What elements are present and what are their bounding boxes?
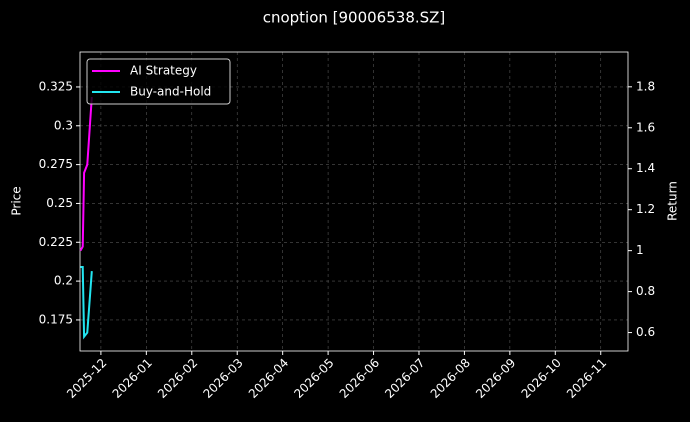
x-tick-label: 2026-06 <box>337 356 382 401</box>
y-tick-label: 0.275 <box>39 157 73 171</box>
x-tick-label: 2026-02 <box>155 356 200 401</box>
y-tick-label: 0.325 <box>39 79 73 93</box>
x-tick-label: 2025-12 <box>64 356 109 401</box>
y-tick-label: 0.175 <box>39 312 73 326</box>
y2-tick-label: 1.6 <box>636 120 655 134</box>
y2-tick-label: 1 <box>636 243 644 257</box>
series-line <box>80 266 93 340</box>
chart-title: cnoption [90006538.SZ] <box>263 9 446 27</box>
y2-tick-label: 1.8 <box>636 79 655 93</box>
legend: AI Strategy Buy-and-Hold <box>86 58 231 105</box>
y-tick-label: 0.225 <box>39 235 73 249</box>
x-tick-label: 2026-08 <box>428 356 473 401</box>
y2-tick-label: 0.8 <box>636 284 655 298</box>
x-tick-label: 2026-03 <box>200 356 245 401</box>
y2-tick-label: 0.6 <box>636 325 655 339</box>
y-tick-label: 0.3 <box>54 118 73 132</box>
x-tick-label: 2026-09 <box>473 356 518 401</box>
series-line <box>79 96 93 252</box>
x-tick-label: 2026-10 <box>519 356 564 401</box>
y2-axis-label: Return <box>666 181 680 221</box>
legend-box <box>86 58 231 105</box>
x-tick-label: 2026-11 <box>564 356 609 401</box>
x-tick-label: 2026-05 <box>291 356 336 401</box>
x-tick-label: 2026-04 <box>246 356 291 401</box>
legend-label: AI Strategy <box>130 64 197 78</box>
x-tick-label: 2026-01 <box>110 356 155 401</box>
x-tick-label: 2026-07 <box>382 356 427 401</box>
y2-tick-label: 1.4 <box>636 161 655 175</box>
y-axis-label: Price <box>10 186 24 215</box>
y-tick-label: 0.2 <box>54 274 73 288</box>
y-tick-label: 0.25 <box>46 196 73 210</box>
y2-tick-label: 1.2 <box>636 202 655 216</box>
plot-frame <box>79 51 629 352</box>
legend-label: Buy-and-Hold <box>130 85 211 99</box>
